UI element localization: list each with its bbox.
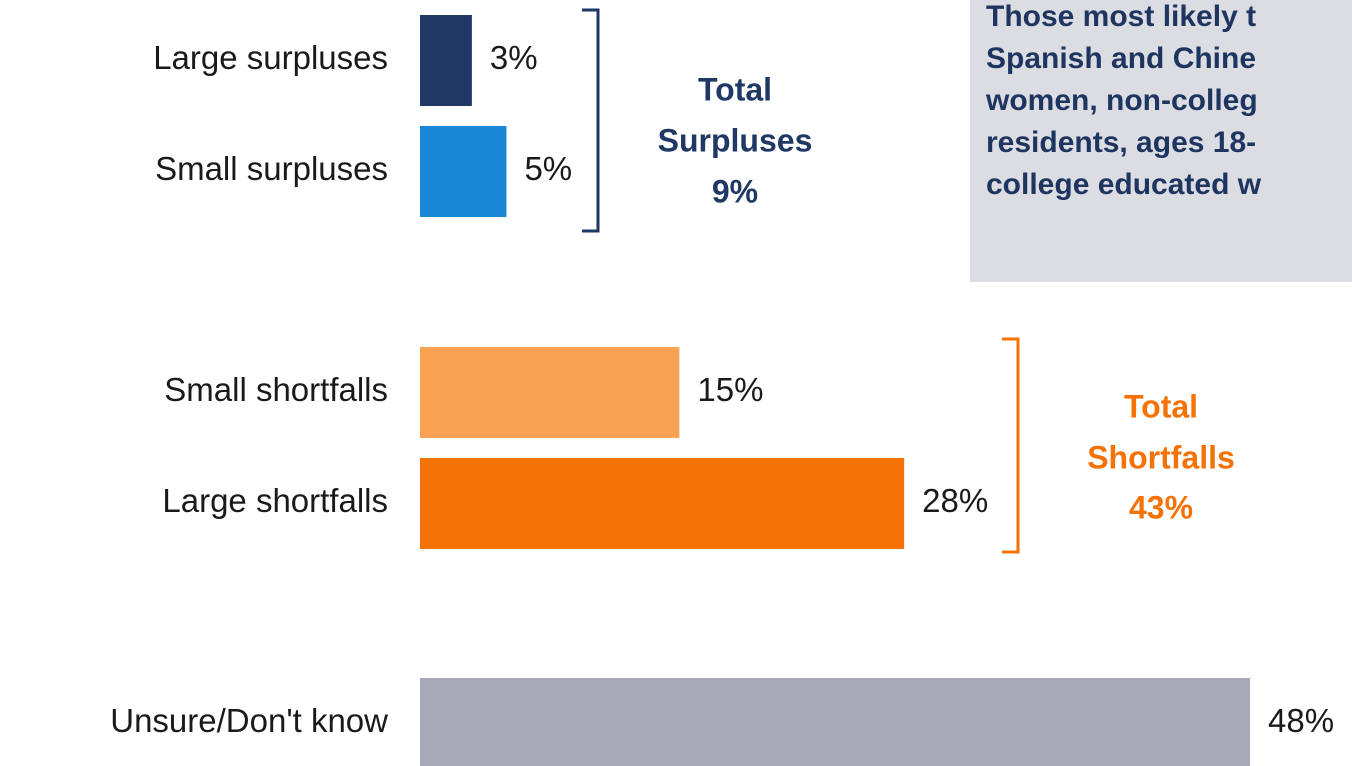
group-total-label: Total [1124,388,1198,424]
callout-line: residents, ages 18- [986,126,1257,159]
category-label: Small surpluses [155,150,388,187]
group-total-label: Total [698,71,772,107]
category-label: Small shortfalls [164,371,388,408]
group-bracket [1002,337,1020,554]
category-label: Unsure/Don't know [110,702,388,739]
callout-line: college educated w [986,168,1262,201]
bar [420,347,680,438]
callout-line: Those most likely t [986,0,1257,33]
group-bracket [582,8,600,233]
group-total-label: Shortfalls [1087,439,1235,475]
value-label: 5% [524,150,572,187]
group-total-label: 9% [712,173,758,209]
category-label: Large shortfalls [162,482,388,519]
value-label: 15% [697,371,763,408]
value-label: 28% [922,482,988,519]
callout-line: Spanish and Chine [986,42,1257,75]
bar [420,458,905,549]
callout-line: women, non-colleg [986,84,1258,117]
bar [420,126,507,217]
bar [420,678,1250,766]
value-label: 3% [490,39,538,76]
bar [420,15,472,106]
category-label: Large surpluses [153,39,388,76]
group-total-label: 43% [1129,489,1193,525]
callout-box: Those most likely t Spanish and Chine wome… [970,0,1352,282]
value-label: 48% [1268,702,1334,739]
group-total-label: Surpluses [658,122,813,158]
